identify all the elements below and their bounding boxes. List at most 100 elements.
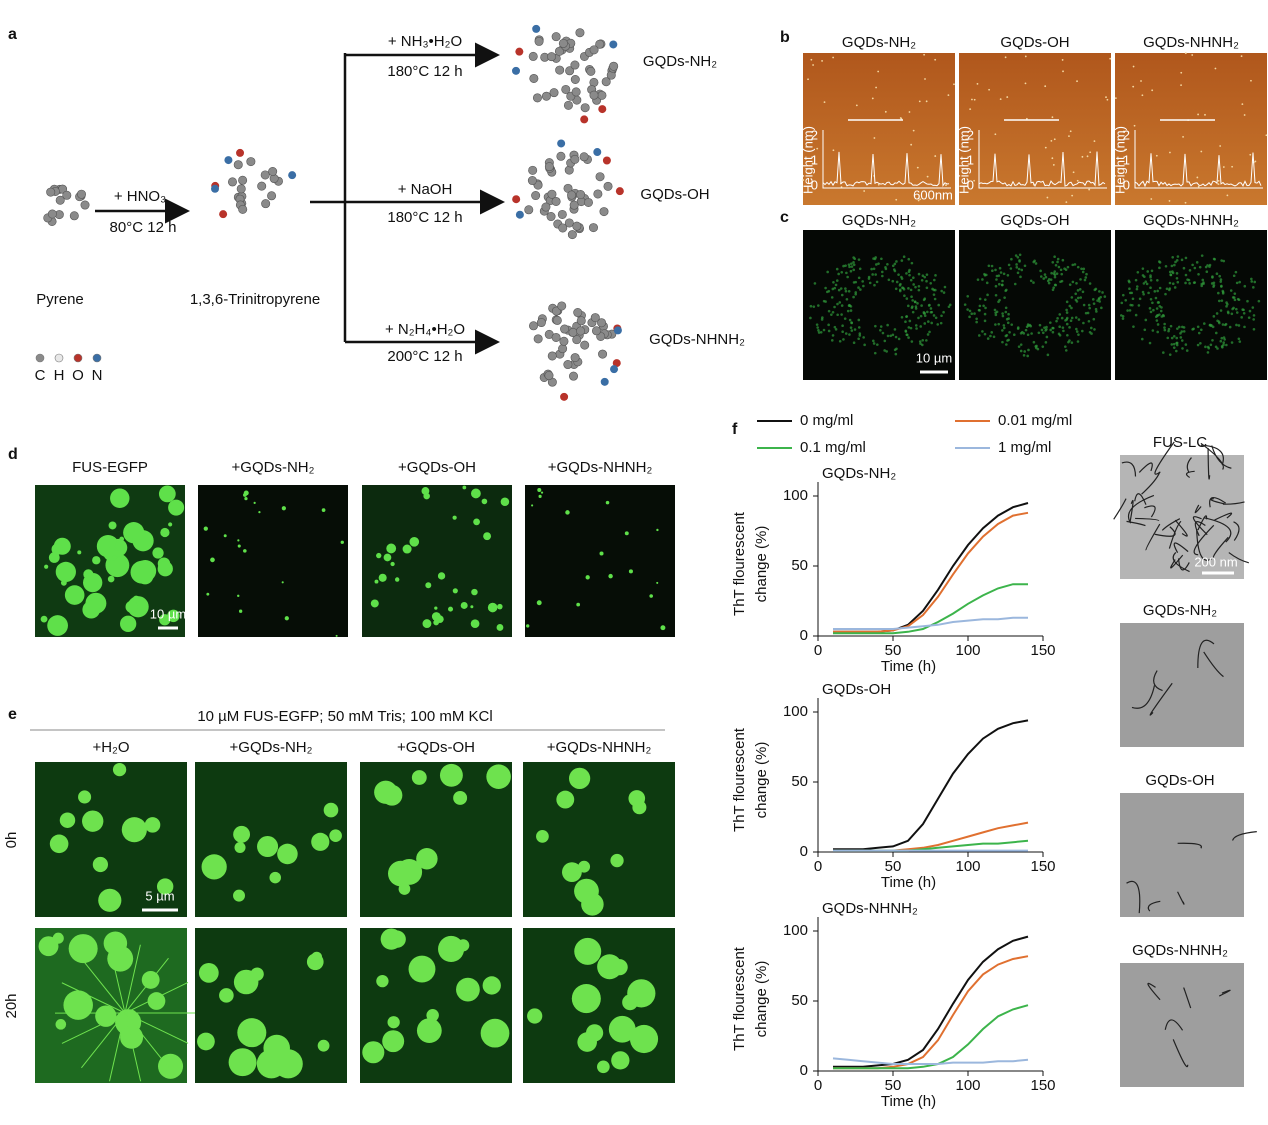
signal [1241, 308, 1244, 311]
signal [850, 321, 853, 324]
signal [850, 329, 854, 332]
scale-label: 600nm [913, 187, 953, 202]
signal [852, 341, 856, 345]
signal [1082, 267, 1086, 271]
signal [1210, 282, 1214, 285]
signal [1053, 275, 1057, 279]
droplet [561, 862, 582, 883]
signal [977, 308, 981, 312]
image-title: GQDs-NHNH₂ [1132, 942, 1228, 959]
signal [1070, 341, 1074, 344]
particle [1081, 155, 1084, 158]
atom [564, 218, 574, 228]
atom [238, 175, 248, 185]
signal [870, 267, 873, 271]
atom [586, 66, 596, 76]
signal [1198, 265, 1202, 269]
droplet [608, 573, 613, 579]
signal [1055, 272, 1059, 275]
particle [971, 98, 973, 101]
signal [913, 300, 917, 304]
droplet [121, 817, 147, 843]
x-axis-title: Time (h) [881, 1093, 936, 1110]
signal [1181, 347, 1184, 350]
signal [821, 316, 824, 319]
fibril [1170, 554, 1184, 569]
droplet [526, 624, 530, 628]
droplet [55, 1019, 67, 1030]
signal [1076, 296, 1080, 300]
signal [1149, 286, 1152, 290]
signal [919, 325, 923, 328]
signal [1159, 309, 1163, 313]
signal [1019, 349, 1023, 353]
scale-label: 10 µm [916, 350, 952, 365]
particle [908, 111, 911, 113]
particle [816, 147, 819, 150]
signal [916, 302, 919, 305]
signal [1211, 338, 1214, 342]
signal [1002, 326, 1006, 330]
droplet [78, 790, 92, 804]
signal [1221, 323, 1225, 326]
signal [881, 274, 884, 278]
droplet [83, 572, 103, 593]
signal [925, 279, 928, 283]
particle [1076, 179, 1079, 182]
tick-label: 0 [1123, 177, 1130, 192]
chart-title: GQDs-NH₂ [822, 465, 896, 482]
signal [848, 318, 852, 322]
signal [1042, 277, 1046, 280]
image-title: GQDs-NH₂ [1143, 602, 1217, 619]
atom [610, 365, 619, 374]
signal [1186, 278, 1189, 281]
atom [46, 187, 56, 197]
signal [966, 294, 970, 298]
atom [512, 66, 521, 75]
signal [1087, 319, 1091, 323]
atom [560, 392, 569, 401]
fibril [1207, 447, 1211, 480]
atom [558, 344, 568, 354]
y-axis-title: change (%) [753, 742, 770, 819]
signal [1143, 328, 1147, 332]
signal [925, 273, 929, 276]
signal [1165, 287, 1169, 291]
signal [1026, 333, 1030, 337]
particle [877, 70, 880, 73]
atom [555, 65, 565, 75]
y-tick-label: 0 [800, 843, 808, 860]
signal [873, 351, 877, 355]
particle [917, 199, 920, 202]
signal [1093, 328, 1096, 331]
image-title: GQDs-NH₂ [842, 34, 916, 51]
droplet [243, 493, 247, 497]
particle [1052, 164, 1055, 166]
particle [1155, 154, 1158, 157]
signal [1015, 263, 1018, 266]
particle [823, 101, 826, 104]
signal [1057, 265, 1061, 269]
signal [835, 267, 839, 271]
atom [612, 359, 621, 368]
atom [575, 28, 585, 38]
signal [1074, 292, 1078, 296]
particle [973, 179, 976, 182]
droplet [281, 581, 284, 584]
signal [948, 303, 952, 307]
droplet [277, 843, 298, 865]
droplet [437, 572, 446, 580]
droplet [632, 800, 647, 815]
signal [1223, 323, 1227, 327]
signal [994, 313, 998, 317]
droplet [622, 994, 638, 1011]
droplet [130, 560, 154, 584]
atom [227, 177, 237, 187]
signal [1212, 257, 1216, 261]
signal [853, 257, 856, 260]
signal [942, 310, 945, 314]
signal [1218, 274, 1221, 278]
signal [840, 313, 843, 316]
signal [1175, 336, 1179, 340]
signal [833, 325, 837, 329]
